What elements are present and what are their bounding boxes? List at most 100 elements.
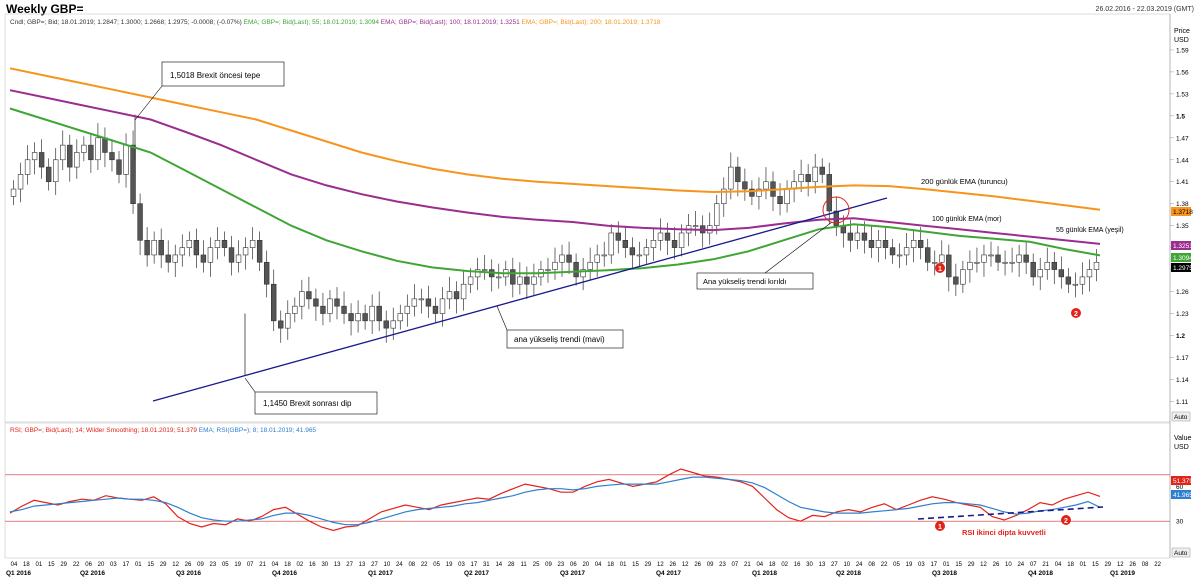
candle-body (664, 232, 671, 241)
time-tick-label: 04 (272, 562, 279, 568)
time-tick-label: 13 (334, 562, 341, 568)
time-tick-label: 04 (756, 562, 763, 568)
time-tick-label: 26 (1129, 562, 1136, 568)
candle-body (214, 240, 221, 248)
quarter-label: Q2 2018 (836, 570, 861, 577)
dip-annotation-box (254, 391, 378, 415)
candle-body (390, 320, 396, 329)
rsi-marker-1 (935, 521, 945, 531)
candle-body (31, 152, 38, 161)
candle-body (671, 240, 678, 248)
rsi-tick-label: 60 (1176, 484, 1184, 491)
time-tick-label: 12 (657, 562, 664, 568)
candle-body (812, 166, 818, 183)
candle-body (580, 269, 586, 278)
time-tick-label: 18 (284, 562, 291, 568)
candle-body (158, 240, 164, 256)
candle-body (130, 144, 136, 204)
time-tick-label: 29 (1104, 562, 1111, 568)
time-tick-label: 23 (210, 562, 217, 568)
time-tick-label: 17 (930, 562, 937, 568)
price-tick-label: 1.35 (1176, 223, 1189, 230)
marker-1-label: 1 (938, 266, 942, 273)
time-tick-label: 22 (421, 562, 428, 568)
time-tick-label: 14 (495, 562, 502, 568)
candle-body (517, 276, 523, 285)
time-tick-label: 01 (943, 562, 950, 568)
time-tick-label: 29 (160, 562, 167, 568)
candle-body (826, 174, 832, 212)
candle-body (228, 247, 235, 263)
candle-body (566, 254, 572, 263)
candle-body (1079, 276, 1086, 285)
rsi-note: RSI ikinci dipta kuvvetli (962, 528, 1046, 537)
time-tick-label: 10 (1005, 562, 1012, 568)
price-tick-label: 1.5 (1176, 113, 1185, 120)
candle-body (615, 232, 621, 241)
price-auto-button[interactable] (1171, 411, 1191, 422)
candle-body (1093, 261, 1100, 270)
candle-body (1058, 269, 1065, 278)
time-tick-label: 16 (309, 562, 316, 568)
peak-annotation-text: 1,5018 Brexit öncesi tepe (170, 71, 261, 80)
time-tick-label: 21 (1042, 562, 1049, 568)
quarter-label: Q4 2018 (1028, 570, 1053, 577)
candle-body (200, 254, 207, 263)
candle-body (242, 247, 249, 256)
candle-body (102, 137, 108, 153)
price-tick-label: 1.59 (1176, 47, 1189, 54)
time-tick-label: 07 (732, 562, 739, 568)
candle-body (256, 240, 263, 263)
candle-body (95, 137, 101, 161)
candle-body (896, 254, 903, 257)
time-tick-label: 13 (819, 562, 826, 568)
quarter-label: Q3 2018 (932, 570, 957, 577)
time-tick-label: 18 (23, 562, 30, 568)
candle-body (1086, 269, 1093, 278)
candle-body (179, 247, 185, 256)
quarter-label: Q1 2016 (6, 570, 31, 577)
price-tick-label: 1.14 (1176, 377, 1189, 384)
candle-body (123, 144, 129, 175)
candle-body (263, 261, 270, 285)
time-tick-label: 16 (794, 562, 801, 568)
time-tick-label: 12 (1117, 562, 1124, 568)
candle-body (116, 159, 122, 175)
value-auto-label: Auto (1174, 550, 1188, 557)
candle-body (995, 254, 1001, 263)
candle-body (882, 240, 889, 248)
time-tick-label: 19 (906, 562, 913, 568)
candle-body (404, 305, 411, 314)
candle-body (847, 232, 854, 241)
time-tick-label: 01 (620, 562, 627, 568)
time-tick-label: 11 (520, 562, 527, 568)
time-tick-label: 29 (60, 562, 67, 568)
candle-body (910, 240, 917, 248)
badge-rsi (1171, 476, 1191, 485)
time-tick-label: 04 (595, 562, 602, 568)
badge-rsi-ema (1171, 490, 1191, 499)
candle-body (714, 203, 720, 226)
candle-body (510, 269, 516, 285)
time-tick-label: 23 (719, 562, 726, 568)
rsi-marker-2 (1061, 515, 1071, 525)
time-tick-label: 22 (73, 562, 80, 568)
candle-body (292, 305, 298, 314)
candle-body (650, 240, 657, 248)
price-badges: 1.3718 1.3251 1.3094 1.2975 51.379 41.96… (1171, 207, 1193, 499)
candle-body (439, 298, 446, 314)
marker-2 (1071, 308, 1081, 318)
price-tick-label: 1.26 (1176, 289, 1189, 296)
candle-body (369, 305, 375, 322)
candle-body (496, 276, 502, 279)
rsi-axis-ticks: 30 60 (1176, 484, 1184, 526)
time-tick-label: 17 (471, 562, 478, 568)
candle-body (109, 152, 115, 161)
candle-body (355, 313, 361, 322)
time-tick-label: 30 (806, 562, 813, 568)
time-tick-label: 12 (172, 562, 179, 568)
candle-body (1009, 261, 1015, 264)
badge-ema100 (1171, 241, 1191, 250)
time-tick-label: 22 (881, 562, 888, 568)
value-auto-button[interactable] (1171, 547, 1191, 558)
